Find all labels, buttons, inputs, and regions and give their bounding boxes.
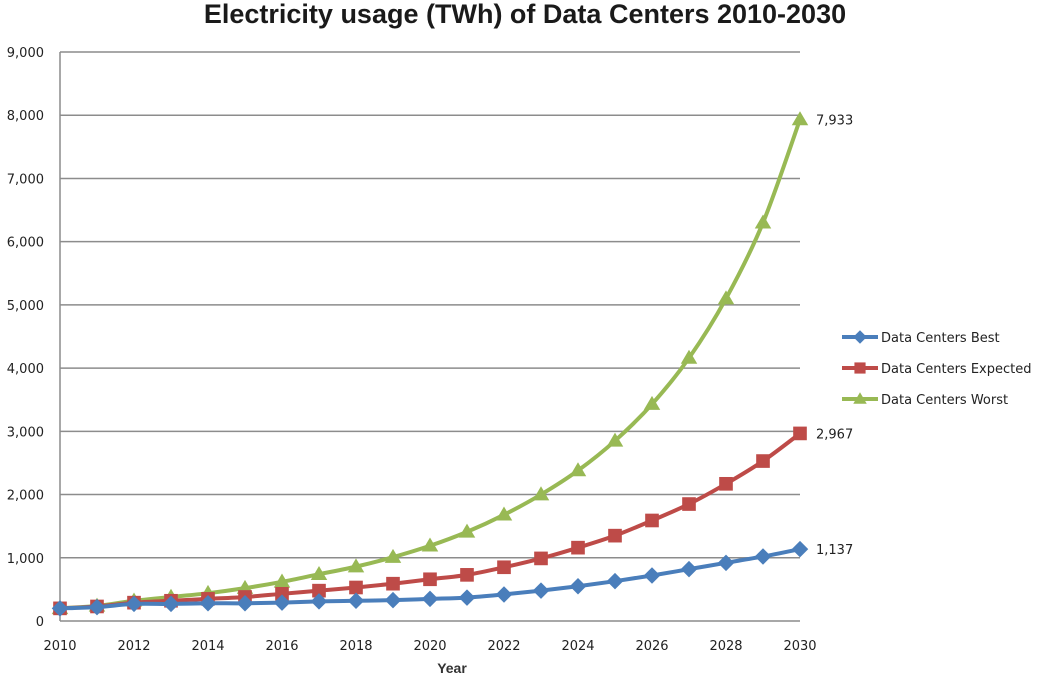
square-marker xyxy=(534,551,548,566)
diamond-marker xyxy=(754,548,772,565)
square-marker xyxy=(423,572,437,587)
y-tick-label: 7,000 xyxy=(7,172,44,187)
diamond-marker xyxy=(853,330,867,344)
diamond-marker xyxy=(606,572,624,590)
x-tick-label: 2024 xyxy=(561,639,594,654)
y-tick-label: 8,000 xyxy=(7,109,44,124)
series-data-centers-best xyxy=(51,540,809,617)
y-tick-label: 9,000 xyxy=(7,46,44,61)
diamond-marker xyxy=(643,567,661,584)
y-axis: 0 1,000 2,000 3,000 4,000 5,000 6,000 7,000 8,00… xyxy=(7,46,61,630)
gridlines xyxy=(60,51,800,622)
square-marker xyxy=(386,576,400,591)
diamond-marker xyxy=(51,600,69,617)
y-tick-label: 6,000 xyxy=(7,236,44,251)
diamond-marker xyxy=(125,595,143,613)
series-group xyxy=(51,111,809,617)
legend-item: Data Centers Best xyxy=(842,330,1000,346)
triangle-marker xyxy=(310,565,328,580)
y-tick-label: 0 xyxy=(36,615,44,630)
legend-item: Data Centers Expected xyxy=(842,362,1031,377)
triangle-marker xyxy=(680,349,698,364)
series-data-centers-worst xyxy=(51,111,809,615)
diamond-marker xyxy=(88,598,106,616)
triangle-marker xyxy=(458,523,476,538)
diamond-marker xyxy=(717,554,735,572)
triangle-marker xyxy=(754,214,772,229)
diamond-marker xyxy=(495,586,513,603)
end-value-label: 1,137 xyxy=(816,543,853,558)
diamond-marker xyxy=(569,577,587,595)
x-tick-label: 2028 xyxy=(709,639,742,654)
diamond-marker xyxy=(199,595,217,612)
square-marker xyxy=(497,560,511,575)
x-axis: 2010 2012 2014 2016 2018 2020 2022 2024 2026 2028… xyxy=(43,639,816,654)
diamond-marker xyxy=(532,582,550,599)
diamond-marker xyxy=(384,591,402,609)
end-value-label: 2,967 xyxy=(816,427,853,442)
x-tick-label: 2022 xyxy=(487,639,520,654)
triangle-marker xyxy=(606,432,624,447)
legend: Data Centers Best Data Centers Expected Da… xyxy=(842,330,1031,408)
x-tick-label: 2026 xyxy=(635,639,668,654)
triangle-marker xyxy=(384,548,402,563)
legend-label: Data Centers Worst xyxy=(881,393,1008,408)
diamond-marker xyxy=(421,590,439,608)
diamond-marker xyxy=(162,595,180,613)
y-tick-label: 1,000 xyxy=(7,552,44,567)
x-tick-label: 2018 xyxy=(339,639,372,654)
triangle-marker xyxy=(717,290,735,305)
chart-title: Electricity usage (TWh) of Data Centers … xyxy=(204,0,846,29)
x-tick-label: 2016 xyxy=(265,639,298,654)
x-tick-label: 2012 xyxy=(117,639,150,654)
triangle-marker xyxy=(273,573,291,588)
square-marker xyxy=(645,513,659,528)
x-axis-label: Year xyxy=(437,660,467,676)
triangle-marker xyxy=(347,558,365,573)
triangle-marker xyxy=(853,392,867,404)
square-marker xyxy=(854,362,866,374)
triangle-marker xyxy=(791,111,809,126)
y-tick-label: 5,000 xyxy=(7,299,44,314)
triangle-marker xyxy=(643,395,661,410)
diamond-marker xyxy=(791,540,809,558)
square-marker xyxy=(719,476,733,491)
x-tick-label: 2010 xyxy=(43,639,76,654)
square-marker xyxy=(682,497,696,511)
diamond-marker xyxy=(680,560,698,578)
x-tick-label: 2030 xyxy=(783,639,816,654)
data-labels: 1,137 2,967 7,933 xyxy=(816,113,853,558)
y-tick-label: 4,000 xyxy=(7,362,44,377)
square-marker xyxy=(460,568,474,582)
legend-label: Data Centers Best xyxy=(881,331,1000,346)
triangle-marker xyxy=(495,506,513,521)
triangle-marker xyxy=(421,537,439,552)
series-data-centers-expected xyxy=(53,426,807,616)
end-value-label: 7,933 xyxy=(816,113,853,128)
x-tick-label: 2014 xyxy=(191,639,224,654)
square-marker xyxy=(349,580,363,595)
y-tick-label: 3,000 xyxy=(7,425,44,440)
diamond-marker xyxy=(458,589,476,606)
triangle-marker xyxy=(569,462,587,477)
legend-label: Data Centers Expected xyxy=(881,362,1031,377)
legend-item: Data Centers Worst xyxy=(842,392,1008,408)
square-marker xyxy=(608,528,622,543)
square-marker xyxy=(312,583,326,598)
diamond-marker xyxy=(310,593,328,610)
diamond-marker xyxy=(236,595,254,612)
x-tick-label: 2020 xyxy=(413,639,446,654)
diamond-marker xyxy=(347,592,365,610)
series-line xyxy=(59,118,802,611)
triangle-marker xyxy=(532,486,550,501)
square-marker xyxy=(793,426,807,441)
square-marker xyxy=(571,540,585,555)
square-marker xyxy=(275,586,289,601)
square-marker xyxy=(756,454,770,468)
y-tick-label: 2,000 xyxy=(7,489,44,504)
diamond-marker xyxy=(273,594,291,611)
